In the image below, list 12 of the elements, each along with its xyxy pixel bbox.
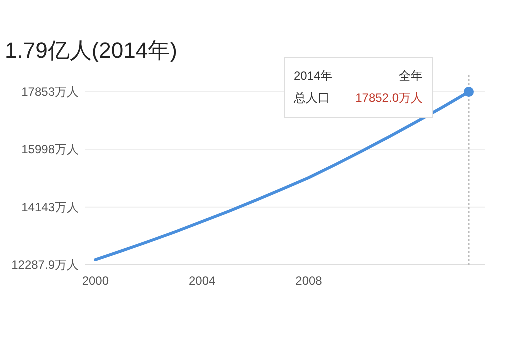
y-tick-label: 12287.9万人 bbox=[12, 258, 79, 272]
annotation: 17852.0万人 bbox=[356, 91, 423, 105]
x-tick-label: 2004 bbox=[188, 274, 216, 288]
y-tick-label: 17853万人 bbox=[22, 85, 79, 100]
y-tick-label: 14143万人 bbox=[22, 200, 79, 214]
annotation: 总人口 bbox=[293, 91, 330, 105]
chart-title: 1.79亿人(2014年) bbox=[5, 38, 178, 63]
y-tick-label: 15998万人 bbox=[22, 142, 79, 157]
annotation: 2014年 bbox=[294, 69, 333, 83]
x-tick-label: 2000 bbox=[82, 274, 110, 288]
x-tick-label: 2008 bbox=[296, 274, 323, 288]
annotation: 全年 bbox=[399, 69, 423, 83]
